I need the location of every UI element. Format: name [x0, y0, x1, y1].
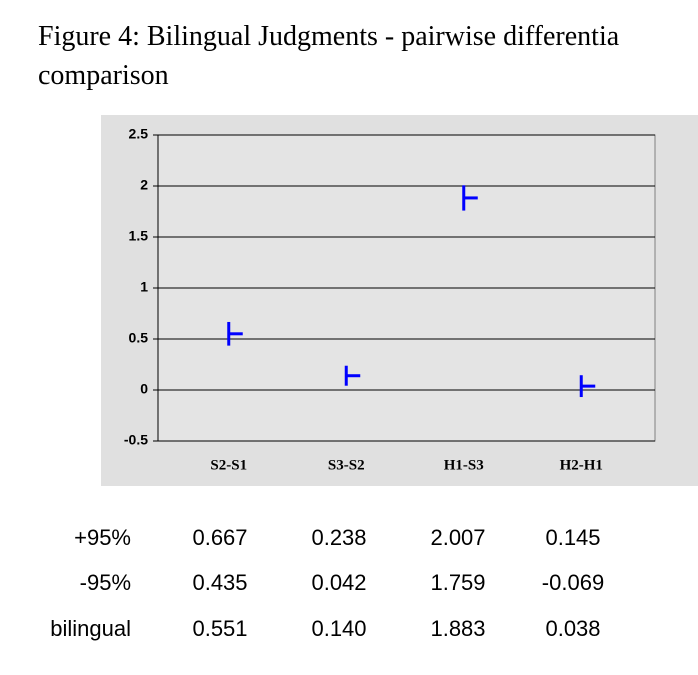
y-tick-label: 2.5	[129, 126, 149, 142]
row-label: bilingual	[50, 616, 131, 641]
x-tick-label: S3-S2	[328, 457, 365, 473]
table-cell: 0.140	[311, 616, 366, 641]
y-tick-label: 2	[140, 177, 148, 193]
y-tick-label: 0	[140, 381, 148, 397]
table-cell: 0.042	[311, 570, 366, 595]
table-cell: 2.007	[430, 525, 485, 550]
chart-title: comparison	[38, 60, 169, 91]
table-cell: 0.038	[545, 616, 600, 641]
y-tick-label: 1	[140, 279, 148, 295]
x-tick-label: H1-S3	[444, 457, 484, 473]
table-cell: 0.238	[311, 525, 366, 550]
row-label: -95%	[80, 570, 131, 595]
table-cell: 1.883	[430, 616, 485, 641]
table-cell: 0.667	[192, 525, 247, 550]
chart-title: Figure 4: Bilingual Judgments - pairwise…	[38, 21, 620, 52]
y-tick-label: 0.5	[129, 330, 149, 346]
y-tick-label: -0.5	[124, 432, 148, 448]
table-cell: -0.069	[542, 570, 604, 595]
x-tick-label: S2-S1	[210, 457, 247, 473]
y-tick-label: 1.5	[129, 228, 149, 244]
row-label: +95%	[74, 525, 131, 550]
table-cell: 1.759	[430, 570, 485, 595]
x-tick-label: H2-H1	[560, 457, 603, 473]
table-cell: 0.551	[192, 616, 247, 641]
table-cell: 0.435	[192, 570, 247, 595]
table-cell: 0.145	[545, 525, 600, 550]
